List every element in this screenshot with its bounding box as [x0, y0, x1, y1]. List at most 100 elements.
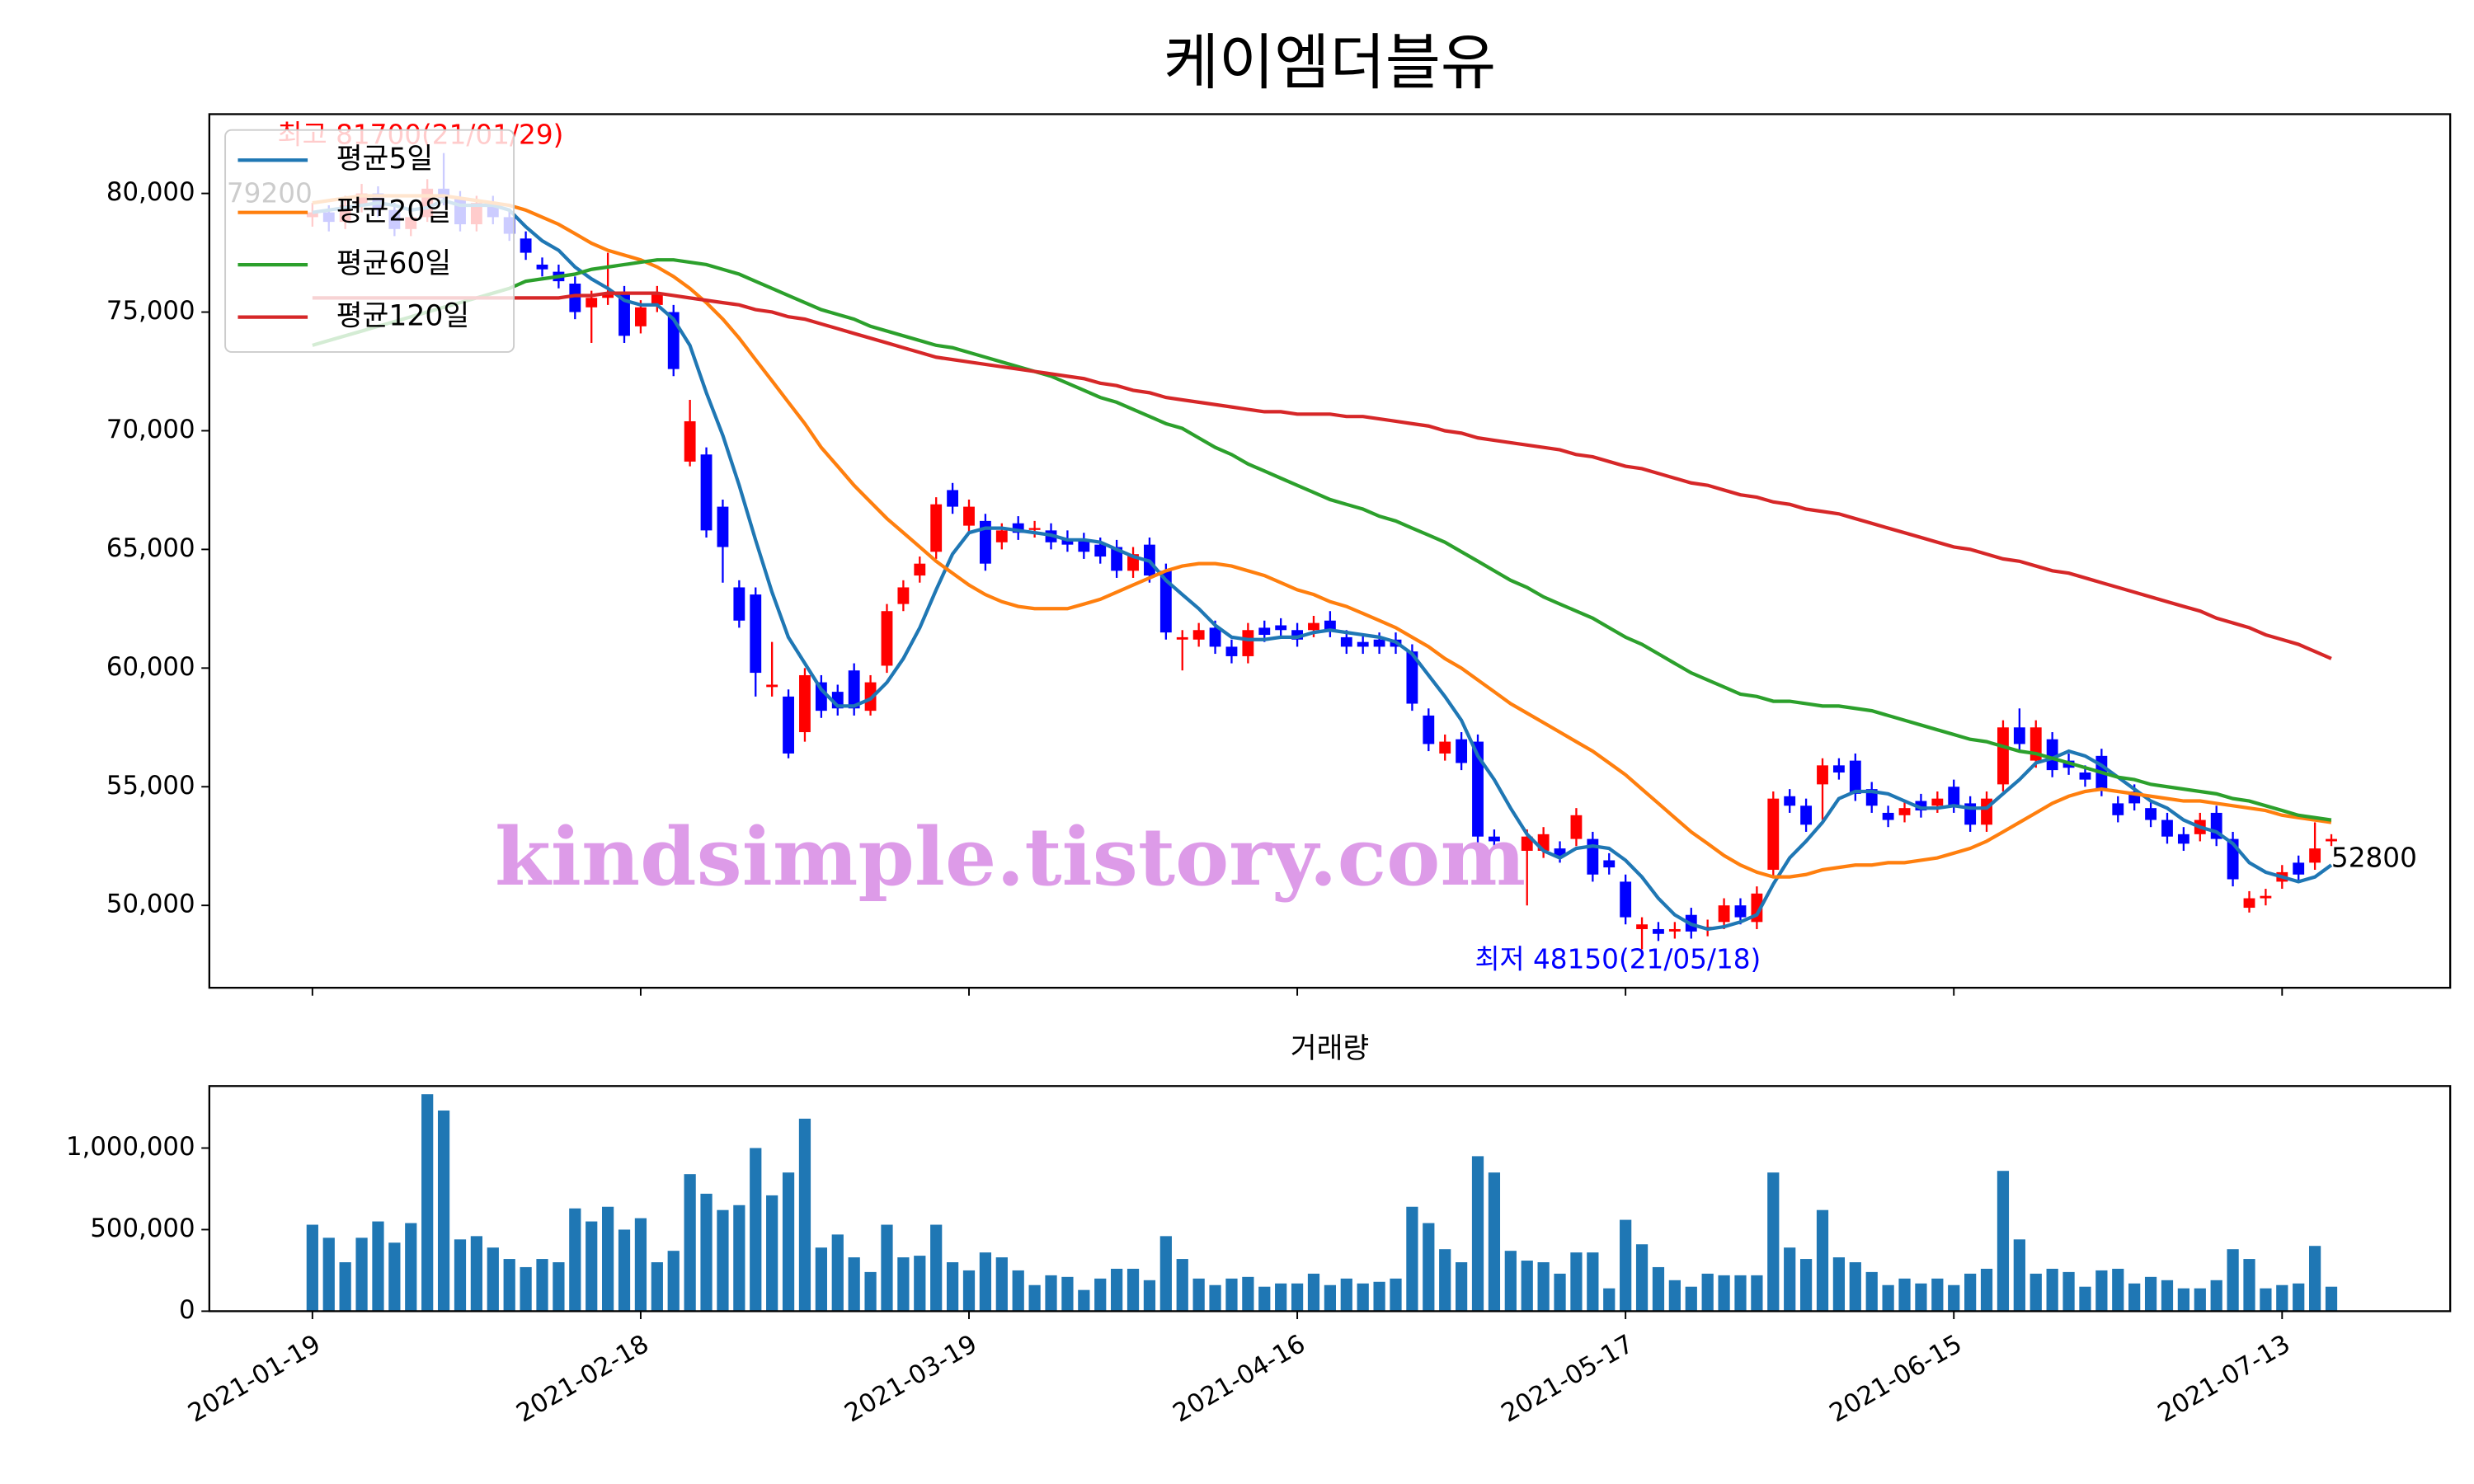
candle-body	[1489, 836, 1500, 842]
candle-body	[1603, 860, 1616, 868]
candle-body	[848, 670, 860, 709]
volume-bar	[733, 1205, 745, 1312]
candle-body	[1340, 636, 1352, 647]
volume-bar	[602, 1206, 614, 1312]
candle-body	[2309, 848, 2321, 863]
volume-bar	[1176, 1259, 1188, 1312]
candle-body	[1570, 815, 1583, 839]
candle-body	[1620, 881, 1632, 918]
volume-bar	[339, 1262, 351, 1312]
volume-bar	[1357, 1283, 1369, 1312]
volume-bar	[1652, 1266, 1665, 1312]
volume-bar	[2062, 1271, 2075, 1312]
volume-bar	[2325, 1286, 2338, 1312]
candle-body	[1817, 765, 1828, 785]
volume-bar	[487, 1247, 499, 1312]
volume-bar	[1997, 1171, 2010, 1312]
candle-body	[586, 298, 598, 308]
volume-bar	[2260, 1288, 2272, 1312]
candle-body	[1111, 547, 1123, 571]
candle-body	[1078, 539, 1090, 552]
volume-bar	[306, 1224, 318, 1312]
volume-bar	[864, 1271, 877, 1312]
volume-bar	[1307, 1273, 1320, 1312]
volume-bar	[2227, 1249, 2239, 1312]
volume-bar	[1209, 1284, 1221, 1312]
candle-body	[1192, 630, 1205, 640]
volume-bar	[1324, 1284, 1336, 1312]
candle-body	[1521, 836, 1533, 851]
candle-body	[963, 506, 975, 526]
volume-bar	[897, 1257, 910, 1312]
candle-body	[1061, 539, 1074, 545]
volume-bar	[979, 1252, 992, 1312]
candle-body	[979, 520, 991, 564]
volume-bar	[1718, 1275, 1730, 1312]
volume-bar	[700, 1193, 713, 1312]
volume-bar	[1865, 1271, 1878, 1312]
volume-bar	[1488, 1172, 1501, 1312]
volume-bar	[1504, 1251, 1517, 1312]
volume-bar	[1915, 1283, 1927, 1312]
volume-bar	[1291, 1283, 1304, 1312]
candle-body	[1948, 787, 1960, 806]
volume-bar	[1964, 1273, 1977, 1312]
volume-bar	[322, 1237, 335, 1312]
moving-average-line	[312, 258, 2332, 822]
subplot-title: 거래량	[1291, 1032, 1370, 1065]
volume-bar	[1159, 1236, 1172, 1312]
watermark: kindsimple.tistory.com	[495, 810, 1526, 904]
candle-body	[1767, 798, 1780, 871]
candle-body	[1275, 625, 1287, 631]
candle-body	[1308, 622, 1319, 631]
volume-bar	[2112, 1268, 2124, 1312]
candle-body	[750, 594, 762, 674]
candle-body	[1159, 571, 1172, 633]
candle-body	[1554, 848, 1566, 856]
volume-bar	[1767, 1172, 1780, 1312]
candle-body	[1800, 805, 1813, 825]
candle-body	[799, 674, 811, 733]
volume-bar	[1111, 1268, 1123, 1312]
volume-bar	[782, 1172, 795, 1312]
candle-body	[1373, 639, 1385, 647]
candle-body	[1882, 812, 1894, 820]
candle-body	[2260, 895, 2272, 899]
legend-label: 평균5일	[336, 143, 434, 176]
volume-bar	[2013, 1239, 2025, 1312]
volume-bar	[1554, 1273, 1566, 1312]
volume-bar	[536, 1259, 548, 1312]
candle-body	[1258, 627, 1271, 636]
volume-bar	[1620, 1219, 1632, 1312]
moving-average-line	[312, 199, 2333, 932]
candle-body	[2013, 727, 2025, 744]
volume-bar	[470, 1236, 482, 1312]
volume-bar	[1225, 1278, 1238, 1312]
candle-body	[2112, 803, 2124, 815]
volume-bar	[1061, 1276, 1074, 1312]
candle-body	[1832, 765, 1845, 773]
volume-bar	[1587, 1252, 1599, 1312]
candle-body	[1406, 651, 1418, 704]
candle-body	[1176, 636, 1188, 640]
candle-body	[1898, 808, 1911, 815]
volume-bar	[1521, 1261, 1533, 1312]
volume-bar	[1456, 1262, 1468, 1312]
volume-bar	[1751, 1275, 1763, 1312]
volume-bar	[1849, 1262, 1861, 1312]
volume-bar	[1439, 1249, 1451, 1312]
candle-body	[1472, 741, 1484, 837]
volume-bar	[1192, 1278, 1205, 1312]
volume-bar	[1948, 1284, 1960, 1312]
candle-body	[1028, 528, 1041, 530]
volume-bar	[798, 1118, 811, 1312]
volume-bar	[2046, 1268, 2058, 1312]
candle-body	[569, 283, 581, 312]
candle-body	[930, 504, 943, 552]
volume-bar	[914, 1256, 926, 1312]
candle-body	[2243, 898, 2255, 909]
y-tick-label: 75,000	[106, 296, 195, 326]
moving-average-line	[312, 194, 2332, 879]
